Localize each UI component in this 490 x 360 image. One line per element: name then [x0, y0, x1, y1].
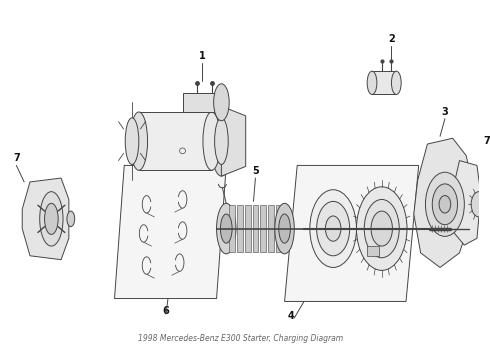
- Ellipse shape: [367, 71, 377, 94]
- Ellipse shape: [203, 112, 220, 170]
- Ellipse shape: [425, 172, 465, 237]
- Ellipse shape: [310, 190, 357, 267]
- Bar: [367, 246, 379, 256]
- Ellipse shape: [317, 201, 350, 256]
- Bar: [237, 205, 243, 252]
- Ellipse shape: [217, 203, 236, 254]
- Polygon shape: [372, 71, 396, 94]
- Ellipse shape: [220, 214, 232, 243]
- Ellipse shape: [357, 187, 407, 270]
- Text: 1: 1: [198, 51, 205, 62]
- Text: 1998 Mercedes-Benz E300 Starter, Charging Diagram: 1998 Mercedes-Benz E300 Starter, Chargin…: [138, 334, 343, 343]
- Bar: [245, 205, 250, 252]
- Ellipse shape: [471, 192, 487, 217]
- Polygon shape: [285, 166, 418, 301]
- Ellipse shape: [215, 118, 228, 165]
- Polygon shape: [452, 161, 481, 245]
- Polygon shape: [221, 106, 245, 176]
- Ellipse shape: [364, 199, 399, 258]
- Ellipse shape: [392, 71, 401, 94]
- Ellipse shape: [40, 192, 63, 246]
- Text: 4: 4: [288, 311, 295, 321]
- Ellipse shape: [279, 214, 291, 243]
- Text: 3: 3: [441, 107, 448, 117]
- Polygon shape: [22, 178, 69, 260]
- Ellipse shape: [125, 118, 139, 165]
- Bar: [268, 205, 274, 252]
- Bar: [276, 205, 282, 252]
- Ellipse shape: [371, 211, 392, 246]
- Bar: [252, 205, 258, 252]
- Polygon shape: [115, 166, 226, 298]
- Text: 6: 6: [163, 306, 170, 316]
- Ellipse shape: [130, 112, 147, 170]
- Ellipse shape: [325, 216, 341, 241]
- Ellipse shape: [432, 184, 458, 225]
- Ellipse shape: [211, 106, 232, 176]
- Ellipse shape: [67, 211, 74, 227]
- Polygon shape: [414, 138, 472, 267]
- Text: 7: 7: [483, 136, 490, 146]
- Bar: [260, 205, 266, 252]
- Text: 7: 7: [13, 153, 20, 163]
- Ellipse shape: [45, 203, 58, 234]
- Bar: [229, 205, 235, 252]
- Ellipse shape: [214, 84, 229, 121]
- Polygon shape: [183, 93, 221, 112]
- Ellipse shape: [439, 195, 451, 213]
- Text: 2: 2: [388, 34, 395, 44]
- Polygon shape: [139, 112, 212, 170]
- Text: 5: 5: [252, 166, 259, 176]
- Ellipse shape: [275, 203, 294, 254]
